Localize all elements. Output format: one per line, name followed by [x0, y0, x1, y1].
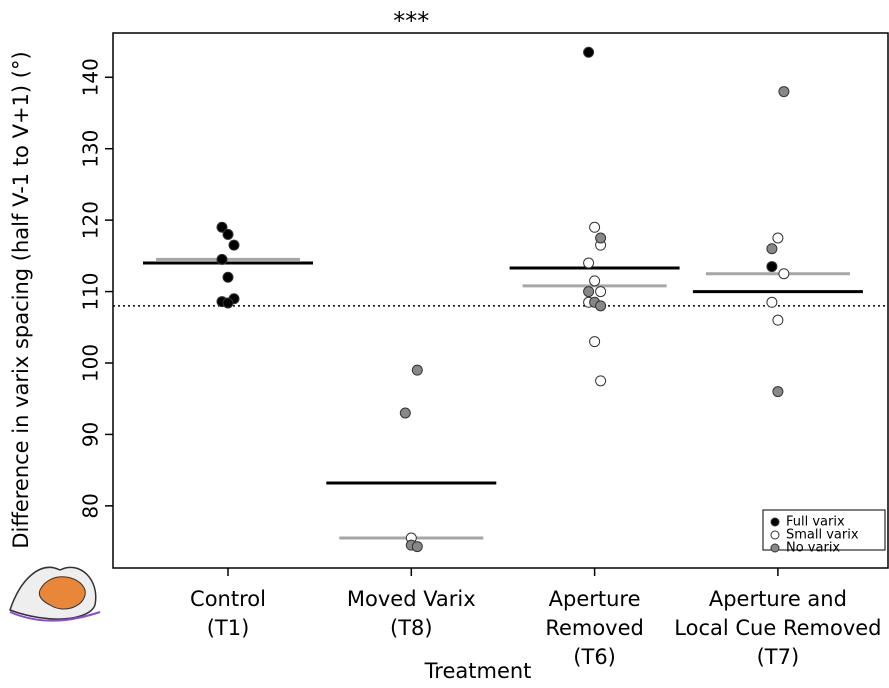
x-tick-label: Aperture and	[709, 587, 847, 611]
x-tick-label: Control	[190, 587, 266, 611]
legend-label: No varix	[786, 541, 840, 556]
data-point	[222, 297, 234, 309]
y-tick-label: 120	[79, 201, 103, 239]
x-tick-label: (T8)	[390, 616, 433, 640]
legend-marker	[770, 530, 780, 540]
data-point	[583, 257, 595, 269]
snail-icon	[9, 566, 101, 622]
x-tick-label: Removed	[545, 616, 644, 640]
data-point	[589, 275, 601, 287]
legend-label: Small varix	[786, 528, 859, 543]
data-point	[766, 261, 778, 273]
plot-frame	[112, 32, 889, 569]
legend-label: Full varix	[786, 515, 845, 530]
data-point	[411, 541, 423, 553]
data-point	[595, 232, 607, 244]
x-tick-label: Local Cue Removed	[674, 616, 881, 640]
data-point	[216, 253, 228, 265]
x-tick-label: (T1)	[207, 616, 250, 640]
x-tick-label: Aperture	[549, 587, 641, 611]
data-point	[766, 243, 778, 255]
data-point	[595, 300, 607, 312]
data-point	[222, 228, 234, 240]
data-point	[399, 407, 411, 419]
y-tick-label: 80	[79, 493, 103, 518]
data-point	[216, 221, 228, 233]
annotation: ***	[393, 7, 429, 35]
data-point	[411, 364, 423, 376]
legend-marker	[770, 543, 780, 553]
y-tick-label: 110	[79, 272, 103, 310]
data-point	[589, 221, 601, 233]
data-point	[772, 386, 784, 398]
data-point	[228, 239, 240, 251]
y-tick-label: 140	[79, 58, 103, 96]
data-point	[583, 286, 595, 298]
y-tick-label: 90	[79, 422, 103, 447]
data-point	[595, 375, 607, 387]
data-point	[772, 314, 784, 326]
data-point	[778, 86, 790, 98]
y-tick-label: 100	[79, 344, 103, 382]
y-axis-label: Difference in varix spacing (half V-1 to…	[9, 51, 33, 548]
x-axis-label: Treatment	[424, 659, 532, 683]
data-point	[595, 286, 607, 298]
data-point	[583, 46, 595, 58]
data-point	[772, 232, 784, 244]
legend-marker	[770, 517, 780, 527]
data-point	[766, 296, 778, 308]
x-tick-label: Moved Varix	[347, 587, 476, 611]
x-tick-label: (T7)	[757, 645, 800, 669]
x-tick-label: (T6)	[573, 645, 616, 669]
data-point	[778, 268, 790, 280]
data-point	[589, 336, 601, 348]
y-tick-label: 130	[79, 130, 103, 168]
legend-box	[762, 509, 886, 551]
data-point	[222, 271, 234, 283]
